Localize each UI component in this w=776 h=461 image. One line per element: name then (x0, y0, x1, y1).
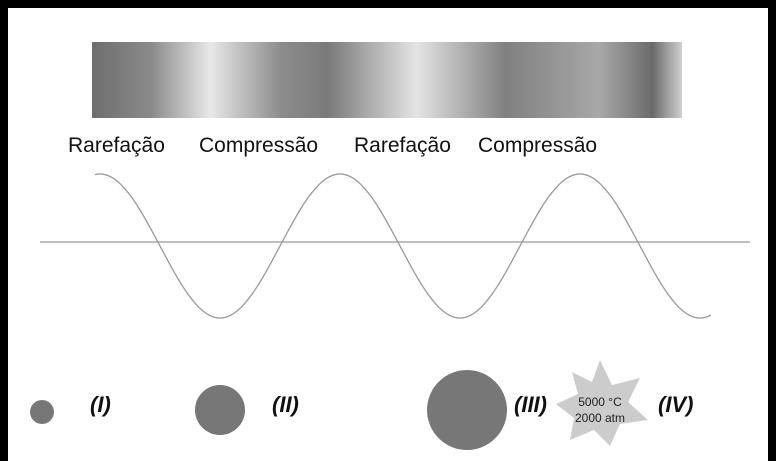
label: Rarefação (354, 134, 451, 157)
border-right (768, 0, 776, 461)
bubble (427, 370, 507, 450)
burst-text: 2000 atm (575, 411, 625, 425)
border-left (0, 0, 8, 461)
label: Compressão (199, 134, 318, 157)
label: Rarefação (68, 134, 165, 157)
label: Compressão (478, 134, 597, 157)
tube (92, 42, 682, 118)
stage-label: (IV) (658, 392, 693, 417)
wave (95, 174, 711, 318)
stage-label: (III) (514, 392, 547, 417)
stage-label: (I) (90, 392, 111, 417)
bubble (30, 400, 54, 424)
stage-label: (II) (272, 392, 299, 417)
diagram: Rarefação Compressão Rarefação Compressã… (0, 0, 776, 461)
burst-text: 5000 °C (578, 395, 622, 409)
bubble (195, 385, 245, 435)
border-top (0, 0, 776, 8)
